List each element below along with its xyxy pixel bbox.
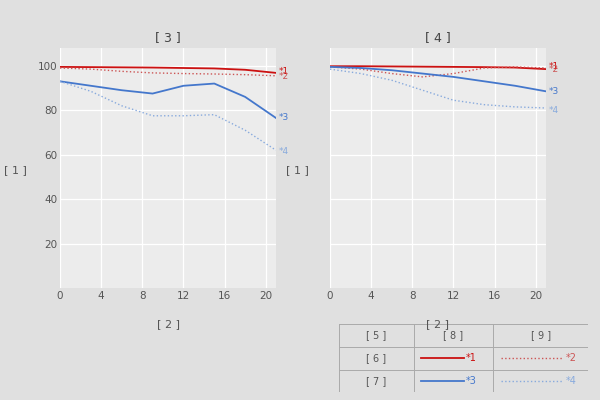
Text: *4: *4 [549, 106, 559, 115]
Text: *3: *3 [549, 87, 559, 96]
Text: *2: *2 [279, 72, 289, 81]
Text: [ 6 ]: [ 6 ] [366, 353, 386, 363]
Text: [ 7 ]: [ 7 ] [366, 376, 386, 386]
Text: [ 1 ]: [ 1 ] [286, 165, 308, 175]
Text: [ 2 ]: [ 2 ] [157, 319, 179, 329]
Text: [ 9 ]: [ 9 ] [530, 330, 551, 340]
Text: [ 2 ]: [ 2 ] [427, 319, 449, 329]
Text: *4: *4 [566, 376, 577, 386]
Text: [ 8 ]: [ 8 ] [443, 330, 464, 340]
Text: *1: *1 [549, 62, 559, 71]
Text: [ 1 ]: [ 1 ] [4, 165, 26, 175]
Text: *4: *4 [279, 147, 289, 156]
Text: *2: *2 [566, 353, 577, 363]
Text: *1: *1 [466, 353, 477, 363]
Text: *3: *3 [279, 114, 289, 122]
Title: [ 4 ]: [ 4 ] [425, 31, 451, 44]
Text: *2: *2 [549, 65, 559, 74]
Text: *1: *1 [279, 67, 289, 76]
Title: [ 3 ]: [ 3 ] [155, 31, 181, 44]
Text: [ 5 ]: [ 5 ] [366, 330, 386, 340]
Text: *3: *3 [466, 376, 477, 386]
